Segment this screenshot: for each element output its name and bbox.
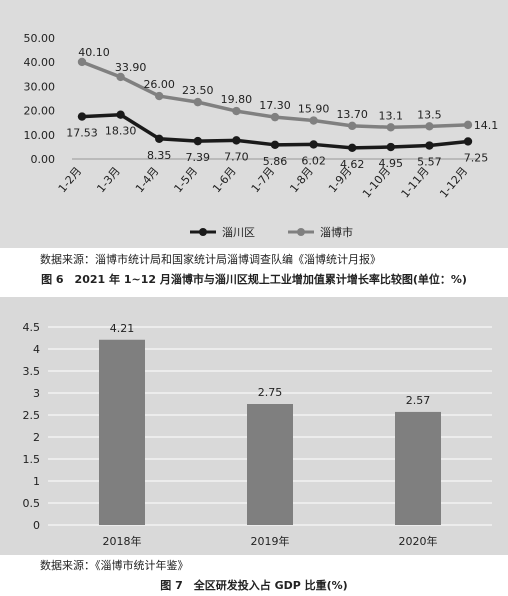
- legend-label-1: 淄博市: [320, 225, 353, 239]
- data-label: 4.62: [340, 158, 365, 171]
- x-tick-label: 1-11月: [399, 165, 432, 201]
- data-label: 13.5: [417, 108, 442, 121]
- x-tick-label: 2019年: [251, 534, 290, 548]
- data-label: 17.53: [66, 127, 98, 140]
- data-point: [116, 110, 125, 119]
- y-tick-label: 3: [33, 387, 40, 400]
- bar-value-label: 4.21: [110, 322, 135, 335]
- bar-chart: 0 0.5 1 1.5 2 2.5 3 3.5 4 4.5 4.21 2018年 2.75 2019年 2.…: [23, 321, 492, 548]
- legend-marker-0: [199, 228, 207, 236]
- x-tick-label: 1-3月: [94, 165, 123, 196]
- data-label: 6.02: [301, 154, 326, 167]
- x-tick-label: 1-7月: [249, 165, 278, 196]
- data-point: [463, 120, 473, 130]
- data-point: [425, 122, 434, 131]
- y-tick-label: 20.00: [24, 105, 56, 118]
- chart2-source: 数据来源：《淄博市统计年鉴》: [40, 559, 189, 572]
- data-point: [270, 140, 280, 150]
- data-label: 7.70: [224, 150, 249, 163]
- line-chart: 0.00 10.00 20.00 30.00 40.00 50.00 1-2月 1-3月 1-4…: [24, 32, 499, 239]
- y-tick-label: 30.00: [24, 80, 56, 93]
- x-tick-label: 1-5月: [172, 165, 201, 196]
- chart1-source: 数据来源：淄博市统计局和国家统计局淄博调查队编《淄博统计月报》: [40, 253, 381, 266]
- data-point: [309, 116, 318, 125]
- bar: [395, 411, 441, 525]
- data-label: 7.39: [186, 151, 211, 164]
- data-point: [463, 137, 473, 146]
- data-point: [77, 112, 87, 121]
- x-tick-label: 1-12月: [437, 165, 470, 201]
- y-tick-label: 1: [33, 475, 40, 488]
- y-tick-label: 2: [33, 431, 40, 444]
- data-point: [193, 136, 202, 146]
- y-tick-label: 1.5: [23, 453, 41, 466]
- x-tick-label: 2020年: [399, 534, 438, 548]
- x-tick-label: 1-8月: [287, 165, 316, 196]
- data-label: 18.30: [105, 125, 137, 138]
- y-tick-label: 40.00: [24, 56, 56, 69]
- data-point: [77, 57, 87, 67]
- chart1-caption: 图 6 2021 年 1~12 月淄博市与淄川区规上工业增加值累计增长率比较图(…: [41, 273, 467, 286]
- bar-value-label: 2.57: [406, 394, 431, 407]
- y-tick-label: 50.00: [24, 32, 56, 45]
- y-tick-label: 0: [33, 519, 40, 532]
- y-tick-label: 3.5: [23, 365, 41, 378]
- data-label: 17.30: [259, 99, 291, 112]
- bar-value-label: 2.75: [258, 386, 283, 399]
- y-tick-label: 0.00: [31, 153, 56, 166]
- data-point: [155, 91, 164, 101]
- data-label: 19.80: [221, 93, 253, 106]
- x-tick-label: 1-6月: [210, 165, 239, 196]
- data-label: 7.25: [464, 151, 489, 164]
- y-tick-label: 2.5: [23, 409, 41, 422]
- data-point: [193, 97, 202, 107]
- data-label: 23.50: [182, 84, 214, 97]
- data-point: [348, 143, 357, 153]
- data-point: [116, 72, 125, 82]
- legend-marker-1: [297, 228, 305, 236]
- chart2-caption: 图 7 全区研发投入占 GDP 比重(%): [160, 579, 348, 592]
- data-label: 26.00: [143, 78, 175, 91]
- data-point: [386, 142, 395, 152]
- data-point: [155, 134, 164, 143]
- data-point: [309, 140, 318, 149]
- data-point: [232, 106, 241, 116]
- data-label: 13.1: [379, 109, 404, 122]
- bar: [247, 404, 293, 525]
- bar-chart-panel: 0 0.5 1 1.5 2 2.5 3 3.5 4 4.5 4.21 2018年 2.75 2019年 2.…: [0, 297, 508, 555]
- y-tick-label: 4: [33, 343, 40, 356]
- data-label: 13.70: [336, 108, 368, 121]
- legend-label-0: 淄川区: [222, 226, 255, 239]
- bar: [99, 339, 145, 525]
- data-label: 33.90: [115, 61, 147, 74]
- data-label: 4.95: [379, 157, 404, 170]
- data-point: [386, 123, 395, 132]
- x-tick-label: 1-4月: [133, 165, 162, 196]
- data-label: 8.35: [147, 149, 172, 162]
- y-tick-label: 0.5: [23, 497, 41, 510]
- x-tick-label: 2018年: [103, 534, 142, 548]
- x-tick-label: 1-2月: [56, 165, 85, 196]
- y-tick-label: 10.00: [24, 129, 56, 142]
- data-label: 5.86: [263, 155, 288, 168]
- line-chart-panel: 0.00 10.00 20.00 30.00 40.00 50.00 1-2月 1-3月 1-4…: [0, 0, 508, 248]
- y-tick-label: 4.5: [23, 321, 41, 334]
- data-point: [270, 112, 280, 122]
- data-label: 15.90: [298, 103, 330, 116]
- data-point: [425, 141, 434, 150]
- data-label: 40.10: [78, 46, 110, 59]
- data-label: 5.57: [417, 156, 442, 169]
- data-point: [232, 136, 241, 145]
- data-point: [348, 121, 357, 131]
- data-label: 14.1: [474, 119, 499, 132]
